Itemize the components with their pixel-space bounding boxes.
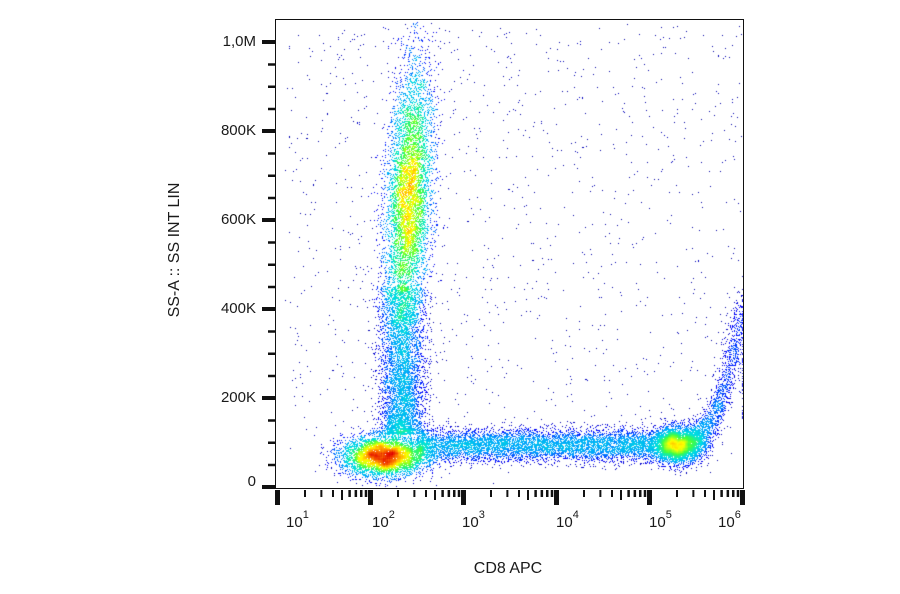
- x-tick-label-10e6: 106: [718, 509, 741, 531]
- y-tick-label-200k: 200K: [220, 389, 256, 406]
- x-axis-title: CD8 APC: [473, 560, 543, 577]
- y-tick-label-800k: 800K: [220, 122, 256, 139]
- density-dot-plot-area: [276, 20, 744, 488]
- x-tick-label-10e5: 105: [649, 509, 672, 531]
- x-tick-label-10e3: 103: [462, 509, 485, 531]
- y-axis-title: SS-A :: SS INT LIN: [166, 182, 183, 318]
- y-tick-label-600k: 600K: [220, 211, 256, 228]
- x-tick-label-10e2: 102: [372, 509, 395, 531]
- y-tick-label-1m: 1,0M: [222, 33, 256, 50]
- y-tick-label-0: 0: [247, 473, 256, 490]
- y-tick-label-400k: 400K: [220, 300, 256, 317]
- x-tick-label-10e4: 104: [556, 509, 579, 531]
- x-tick-label-10e1: 101: [286, 509, 309, 531]
